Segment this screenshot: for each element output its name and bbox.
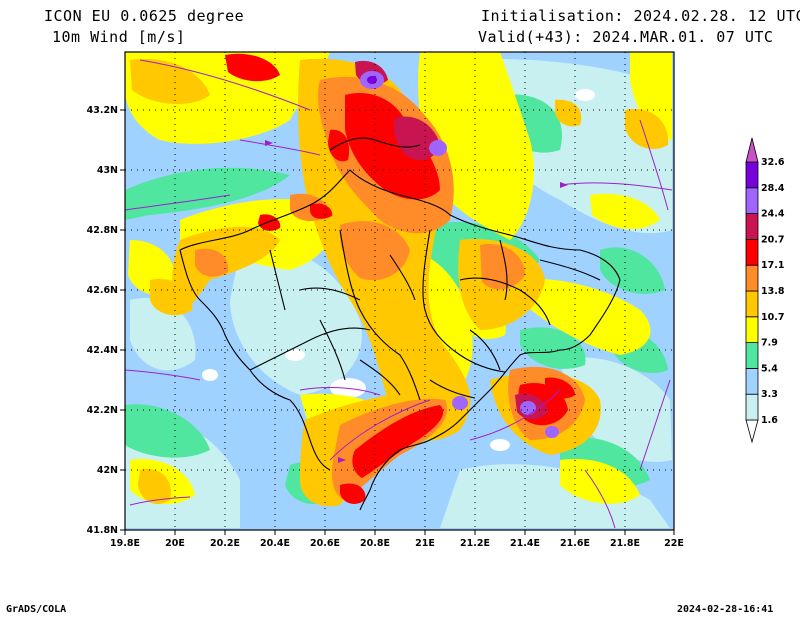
legend-swatch: [745, 316, 759, 343]
legend-swatch: [745, 238, 759, 266]
variable-title: 10m Wind [m/s]: [52, 28, 186, 46]
lon-tick-label: 20.8E: [360, 538, 390, 549]
initialisation-time: Initialisation: 2024.02.28. 12 UTC: [481, 7, 800, 25]
legend-swatch: [745, 137, 759, 163]
latitude-axis: 41.8N 42N 42.2N 42.4N 42.6N 42.8N 43N 43…: [87, 105, 118, 536]
legend-swatch: [745, 264, 759, 292]
plot-frame: [124, 51, 675, 531]
lat-tick-label: 42.8N: [87, 225, 118, 236]
lat-tick-label: 42N: [97, 465, 118, 476]
lon-tick-label: 21E: [415, 538, 435, 549]
legend-swatch: [745, 342, 759, 369]
legend-label: 3.3: [761, 389, 778, 400]
legend-label: 7.9: [761, 338, 778, 349]
software-credit: GrADS/COLA: [6, 604, 67, 615]
lon-tick-label: 22E: [664, 538, 684, 549]
lon-tick-label: 21.8E: [610, 538, 640, 549]
legend-swatch: [745, 213, 759, 240]
legend-swatch: [745, 419, 759, 444]
wind-field: [125, 52, 674, 530]
legend-label: 28.4: [761, 183, 785, 194]
legend-swatch: [745, 367, 759, 395]
lat-tick-label: 43N: [97, 165, 118, 176]
longitude-axis: 19.8E 20E 20.2E 20.4E 20.6E 20.8E 21E 21…: [110, 538, 684, 549]
legend-label: 17.1: [761, 260, 784, 271]
wind-speed-legend: 1.6 3.3 5.4 7.9 10.7 13.8 17.1 20.7 24.4 28.4 32.6: [745, 137, 785, 444]
lon-tick-label: 20.4E: [260, 538, 290, 549]
lon-tick-label: 19.8E: [110, 538, 140, 549]
lon-tick-label: 20.2E: [210, 538, 240, 549]
lon-tick-label: 20.6E: [310, 538, 340, 549]
lat-tick-label: 42.4N: [87, 345, 118, 356]
legend-label: 1.6: [761, 415, 778, 426]
valid-time: Valid(+43): 2024.MAR.01. 07 UTC: [478, 28, 774, 46]
legend-label: 24.4: [761, 209, 785, 220]
lat-tick-label: 42.6N: [87, 285, 118, 296]
render-timestamp: 2024-02-28-16:41: [677, 604, 774, 615]
lon-tick-label: 21.6E: [560, 538, 590, 549]
lat-tick-label: 42.2N: [87, 405, 118, 416]
legend-label: 5.4: [761, 363, 778, 374]
legend-label: 20.7: [761, 234, 784, 245]
model-title: ICON EU 0.0625 degree: [44, 7, 245, 25]
lat-tick-label: 43.2N: [87, 105, 118, 116]
lon-tick-label: 21.2E: [460, 538, 490, 549]
legend-swatch: [745, 290, 759, 318]
lon-tick-label: 20E: [165, 538, 185, 549]
legend-label: 10.7: [761, 312, 784, 323]
legend-label: 32.6: [761, 157, 785, 168]
legend-label: 13.8: [761, 286, 785, 297]
legend-swatch: [745, 187, 759, 215]
legend-swatch: [745, 161, 759, 189]
lon-tick-label: 21.4E: [510, 538, 540, 549]
lat-tick-label: 41.8N: [87, 525, 118, 536]
legend-swatch: [745, 393, 759, 421]
